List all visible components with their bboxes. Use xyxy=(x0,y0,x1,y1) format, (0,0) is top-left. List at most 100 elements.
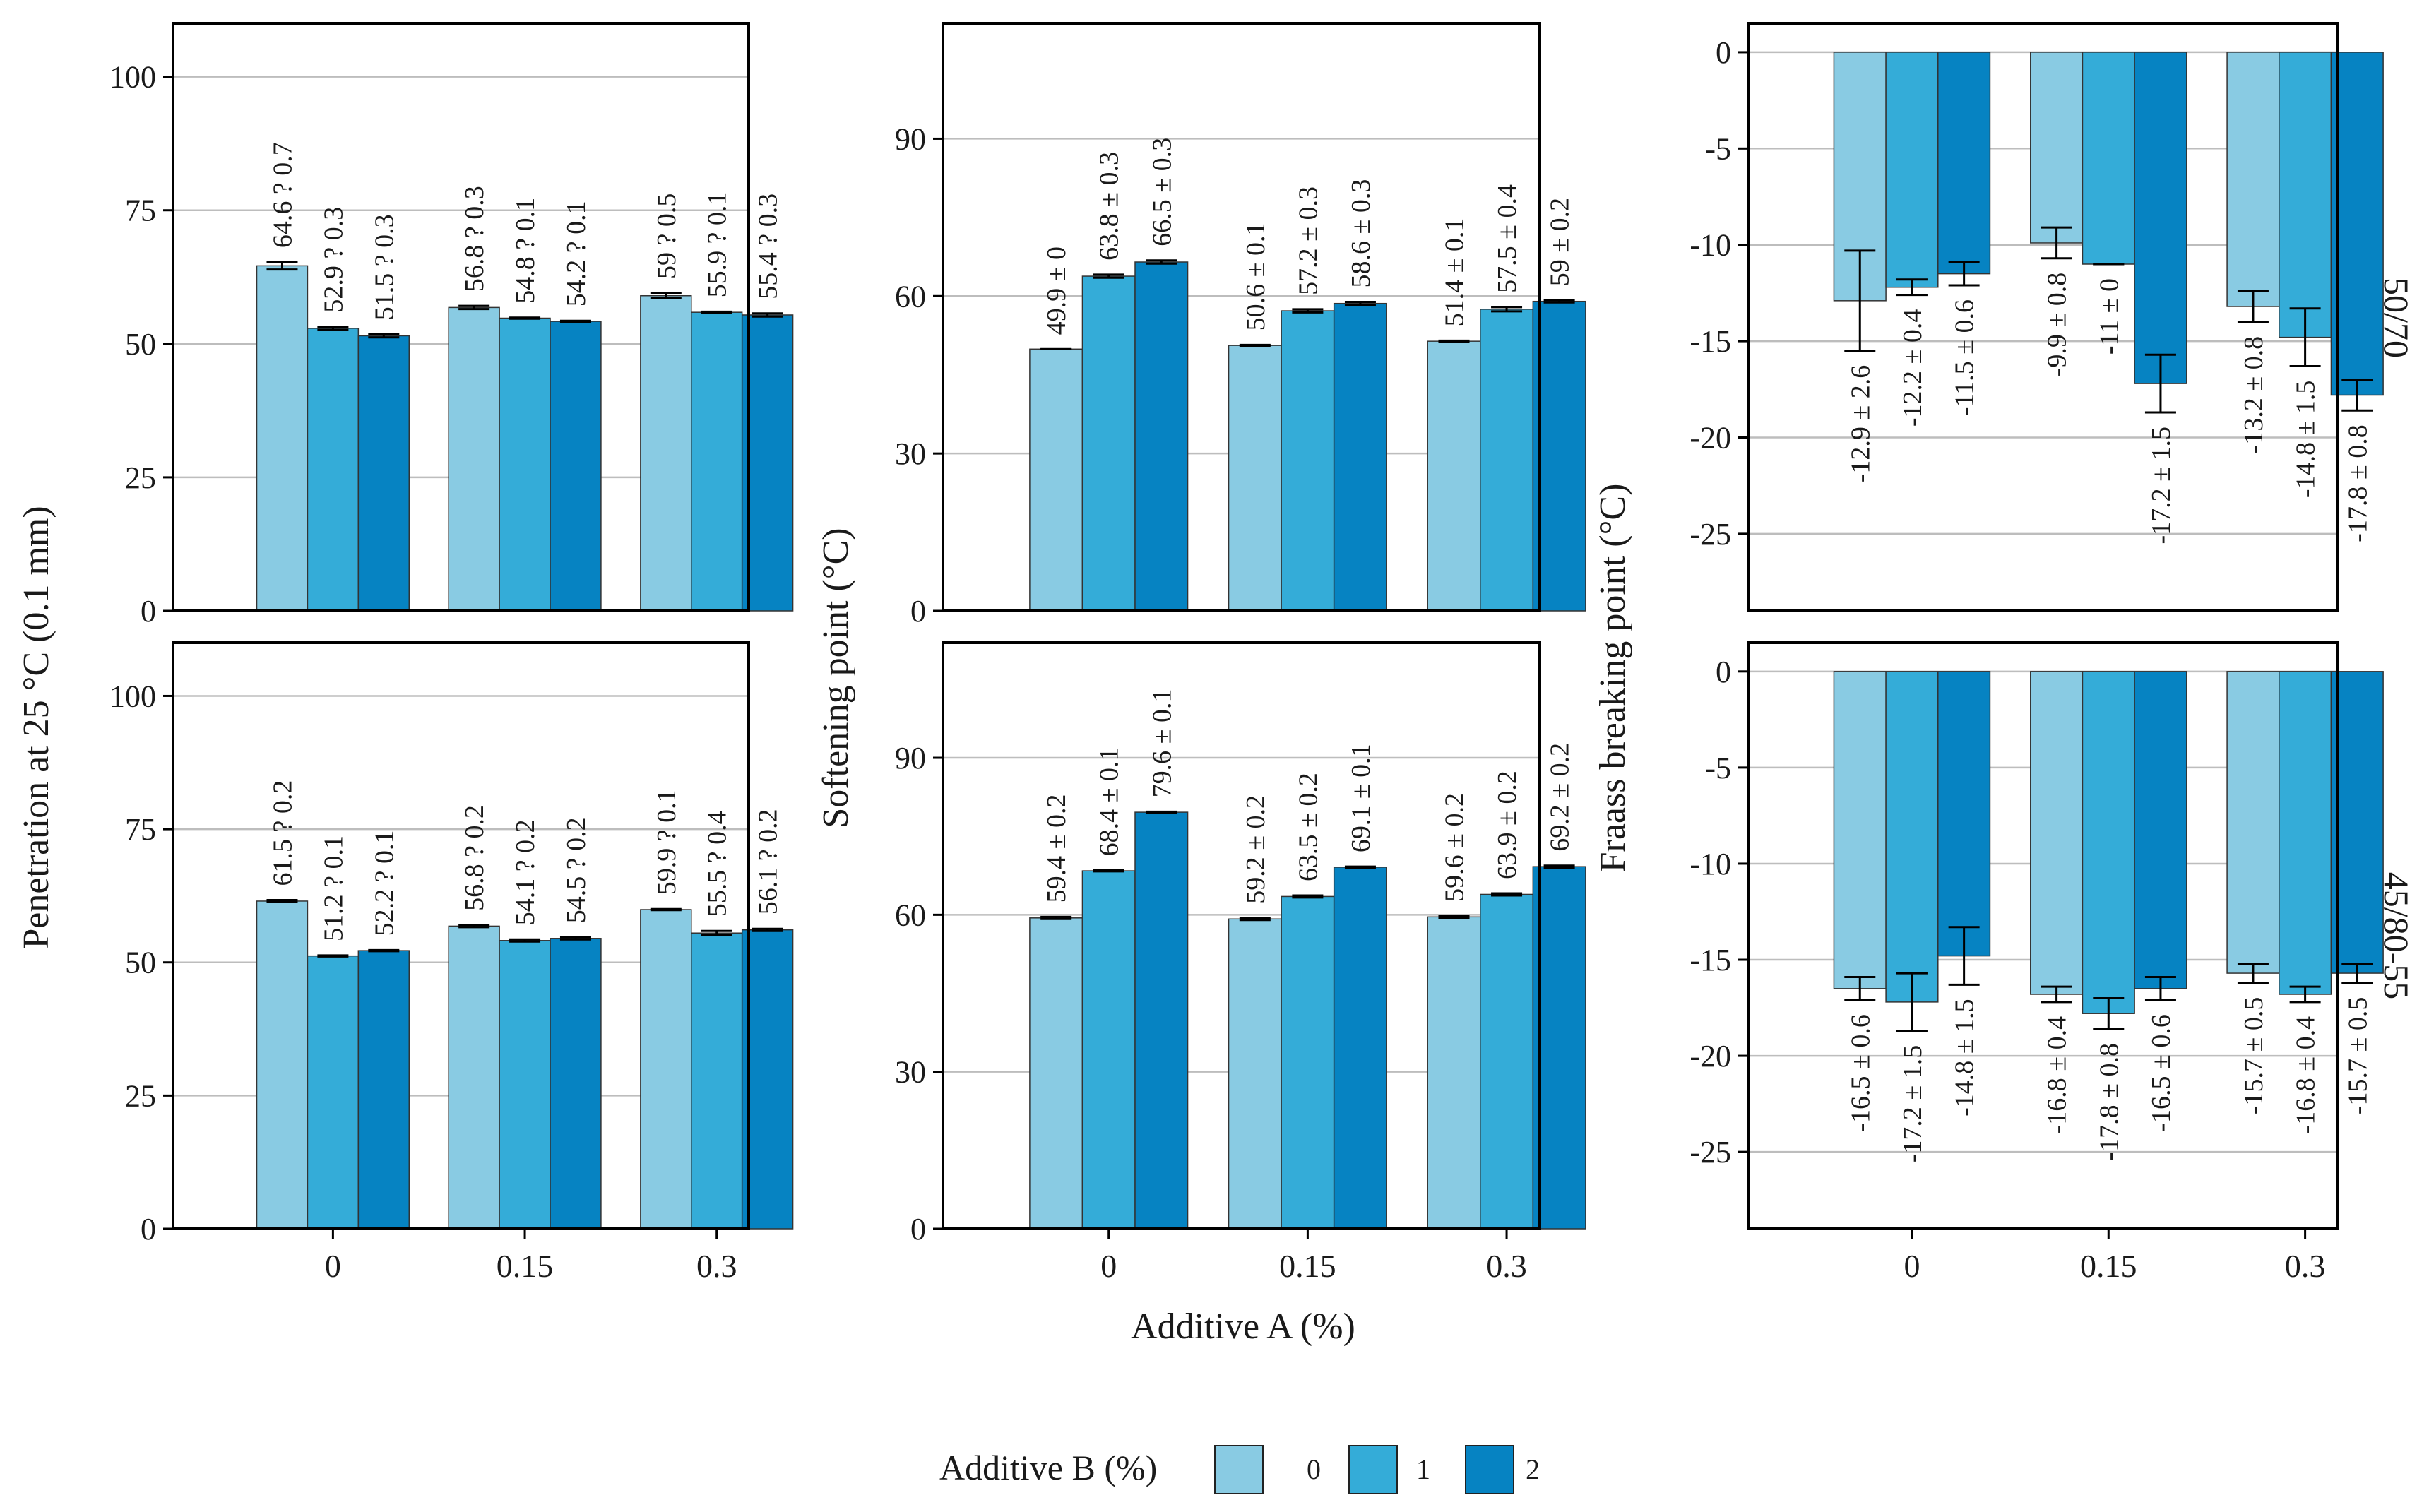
bar-0.3-b1 xyxy=(2279,52,2332,338)
data-label: -12.2 ± 0.4 xyxy=(1898,309,1928,427)
bar-0-b0 xyxy=(256,265,309,612)
bar-0.15-b0 xyxy=(448,306,500,612)
strip-label-bottom: 45/80-55 xyxy=(2377,872,2416,1000)
data-label: 58.6 ± 0.3 xyxy=(1346,179,1376,288)
bar-0-b2 xyxy=(1134,261,1189,612)
data-label: -16.8 ± 0.4 xyxy=(2291,1016,2321,1134)
y-tick-label: 60 xyxy=(895,898,926,932)
panel-penetration-4580: 0 25 50 75 100 61.5 ? 0.2 51.2 ? 0.1 52.2 ? 0.1… xyxy=(109,641,794,1284)
panel-fraass-5070: 0 -5 -10 -15 -20 -25 -12.9 ± 2.6 -12.2 ± 0.4 -11… xyxy=(1689,22,2384,612)
panel-frame xyxy=(172,22,750,612)
y-tick-label: 30 xyxy=(895,436,926,471)
legend-swatch-0 xyxy=(1214,1445,1264,1494)
data-label: -9.9 ± 0.8 xyxy=(2043,273,2072,377)
data-label: 69.2 ± 0.2 xyxy=(1545,743,1575,852)
data-label: 79.6 ± 0.1 xyxy=(1147,689,1177,798)
x-tick-label: 0.15 xyxy=(2080,1248,2137,1284)
data-label: -15.7 ± 0.5 xyxy=(2239,997,2269,1115)
bar-0-b2 xyxy=(1937,671,1991,957)
y-tick-label: 0 xyxy=(141,594,156,629)
x-tick-label: 0.15 xyxy=(497,1248,554,1284)
y-tick-label: 100 xyxy=(109,679,156,713)
data-label: -15.7 ± 0.5 xyxy=(2343,997,2373,1115)
bar-0.3-b0 xyxy=(1427,340,1481,612)
panel-frame xyxy=(172,641,750,1230)
data-label: 59.4 ± 0.2 xyxy=(1042,794,1071,903)
y-tick-label: 90 xyxy=(895,121,926,156)
legend-swatch-1 xyxy=(1348,1445,1398,1494)
y-tick-label: -25 xyxy=(1689,517,1731,552)
bar-0.3-b0 xyxy=(2226,52,2280,307)
bar-0.15-b1 xyxy=(499,940,551,1230)
data-label: 56.1 ? 0.2 xyxy=(754,809,783,915)
bar-0.15-b0 xyxy=(448,925,500,1230)
data-label: 59.6 ± 0.2 xyxy=(1439,793,1469,902)
data-label: 54.5 ? 0.2 xyxy=(562,817,591,923)
x-tick-label: 0.3 xyxy=(2285,1248,2326,1284)
bar-0-b0 xyxy=(1029,917,1083,1230)
data-label: 51.4 ± 0.1 xyxy=(1439,218,1469,327)
y-title-softening: Softening point (°C) xyxy=(816,528,856,828)
data-label: 69.1 ± 0.1 xyxy=(1346,744,1376,852)
panel-frame xyxy=(1747,22,2339,612)
data-label: 56.8 ? 0.3 xyxy=(460,186,489,292)
y-tick-label: -5 xyxy=(1705,751,1731,785)
y-tick-label: -15 xyxy=(1689,324,1731,359)
y-tick-label: 0 xyxy=(141,1212,156,1246)
bar-0-b1 xyxy=(1081,275,1136,612)
y-tick-label: 0 xyxy=(1716,655,1731,689)
panel-softening-5070: 0 30 60 90 49.9 ± 0 63.8 ± 0.3 66.5 ± 0.3 50.6 … xyxy=(895,22,1586,629)
data-label: 52.2 ? 0.1 xyxy=(369,830,399,936)
legend-swatch-2 xyxy=(1465,1445,1514,1494)
data-label: 54.8 ? 0.1 xyxy=(511,198,540,304)
data-label: -12.9 ± 2.6 xyxy=(1846,365,1875,483)
bar-0.15-b1 xyxy=(2082,671,2135,1014)
bar-0.3-b1 xyxy=(2279,671,2332,995)
bar-0-b1 xyxy=(1081,870,1136,1230)
y-tick-label: -20 xyxy=(1689,420,1731,455)
panel-frame xyxy=(942,22,1541,612)
data-label: 50.6 ± 0.1 xyxy=(1241,222,1271,331)
data-label: 63.9 ± 0.2 xyxy=(1492,770,1522,879)
bar-0.15-b1 xyxy=(1281,310,1335,612)
bar-0-b2 xyxy=(357,950,410,1230)
bar-0-b1 xyxy=(307,328,360,612)
bar-0.15-b0 xyxy=(2030,671,2084,995)
data-label: 59.9 ? 0.1 xyxy=(652,789,682,895)
data-label: -17.8 ± 0.8 xyxy=(2094,1043,2124,1161)
y-title-penetration: Penetration at 25 °C (0.1 mm) xyxy=(16,506,57,948)
bar-0.15-b2 xyxy=(1333,302,1387,612)
x-tick-label: 0 xyxy=(1100,1248,1117,1284)
data-label: 56.8 ? 0.2 xyxy=(460,805,489,911)
data-label: 55.4 ? 0.3 xyxy=(754,194,783,299)
bar-0-b1 xyxy=(1885,52,1939,288)
data-label: 49.9 ± 0 xyxy=(1042,246,1071,335)
y-title-fraass: Fraass breaking point (°C) xyxy=(1593,484,1633,873)
y-tick-label: 50 xyxy=(125,946,156,980)
y-tick-label: -5 xyxy=(1705,131,1731,166)
bar-0.3-b2 xyxy=(2330,52,2384,396)
bar-0-b0 xyxy=(256,900,309,1230)
data-label: -14.8 ± 1.5 xyxy=(1950,999,1980,1117)
bar-0-b2 xyxy=(357,335,410,612)
data-label: 57.2 ± 0.3 xyxy=(1293,186,1323,295)
data-label: 61.5 ? 0.2 xyxy=(268,780,297,886)
x-axis-title: Additive A (%) xyxy=(1131,1306,1355,1347)
y-tick-label: 0 xyxy=(1716,35,1731,70)
bar-0.15-b2 xyxy=(550,321,602,612)
bar-0.3-b2 xyxy=(1532,866,1586,1230)
bar-0.3-b1 xyxy=(691,932,743,1230)
y-tick-label: 60 xyxy=(895,279,926,314)
x-tick-label: 0.15 xyxy=(1279,1248,1336,1284)
y-tick-label: -25 xyxy=(1689,1135,1731,1169)
data-label: 55.5 ? 0.4 xyxy=(703,811,732,917)
legend-label-1: 1 xyxy=(1416,1453,1430,1485)
panel-fraass-4580: 0 -5 -10 -15 -20 -25 -16.5 ± 0.6 -17.2 ± 1.5 -14… xyxy=(1689,641,2384,1284)
data-label: 57.5 ± 0.4 xyxy=(1492,184,1522,293)
bar-0.3-b0 xyxy=(640,294,692,612)
bar-0.15-b1 xyxy=(1281,895,1335,1230)
data-label: 66.5 ± 0.3 xyxy=(1147,138,1177,246)
bar-0.15-b1 xyxy=(499,317,551,612)
bar-0.15-b2 xyxy=(2134,671,2187,989)
